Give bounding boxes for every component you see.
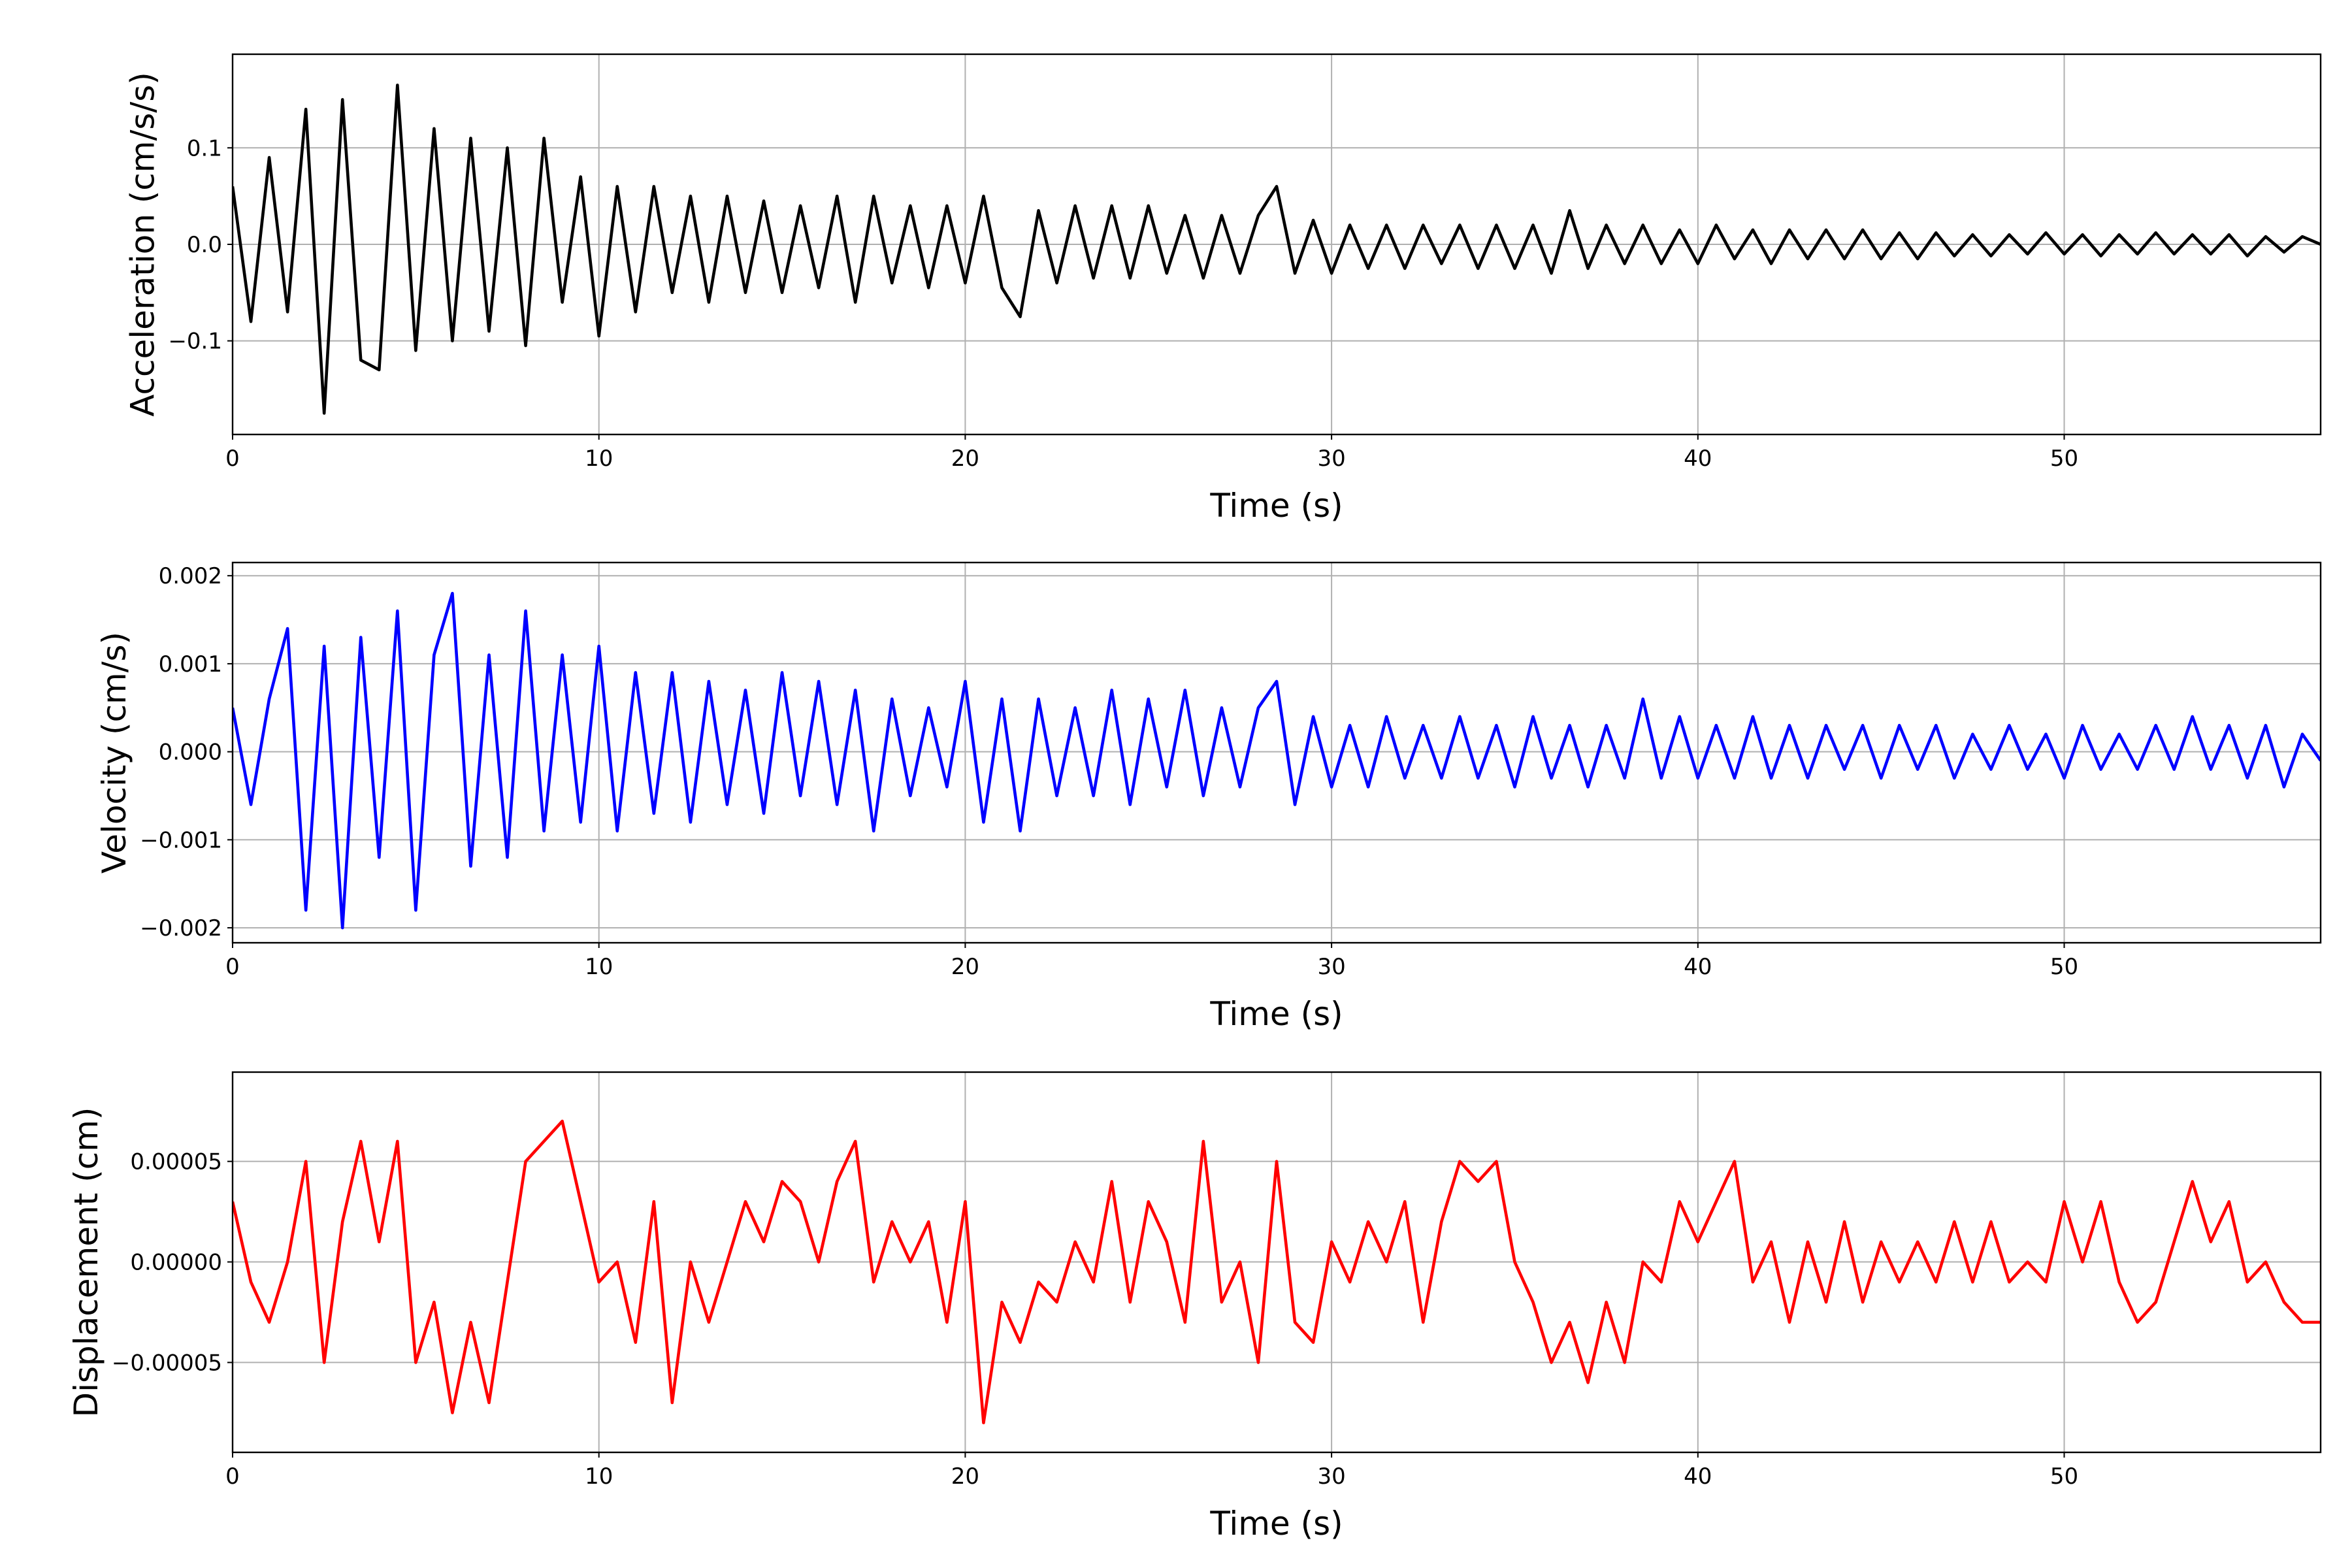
plot-area xyxy=(233,1119,2321,1425)
y-tick-label: 0.00005 xyxy=(130,1149,222,1175)
x-axis-label: Time (s) xyxy=(1209,995,1343,1033)
x-tick-label: 20 xyxy=(951,446,979,472)
x-tick-label: 40 xyxy=(1684,954,1712,980)
x-axis-label: Time (s) xyxy=(1209,487,1343,525)
x-tick-label: 10 xyxy=(585,1463,613,1490)
x-tick-label: 0 xyxy=(225,954,240,980)
y-tick-label: −0.1 xyxy=(168,329,222,355)
x-tick-label: 0 xyxy=(225,446,240,472)
axes-frame xyxy=(231,53,2322,436)
x-tick-label: 40 xyxy=(1684,1463,1712,1490)
plot-area xyxy=(233,83,2321,415)
y-tick-label: 0.1 xyxy=(187,135,222,161)
y-axis-label: Acceleration (cm/s/s) xyxy=(123,72,161,417)
x-tick-label: 10 xyxy=(585,446,613,472)
plot-area xyxy=(233,591,2321,930)
x-tick-label: 20 xyxy=(951,954,979,980)
x-tick-label: 50 xyxy=(2050,1463,2078,1490)
x-tick-label: 10 xyxy=(585,954,613,980)
data-line xyxy=(233,1119,2321,1425)
subplot: 0 10 20 30 40 50 −0.1 0.0 0.1 Time (s) Acceleratio… xyxy=(123,53,2322,525)
y-tick-label: 0.002 xyxy=(159,563,222,589)
axes-frame xyxy=(231,561,2322,944)
y-tick-label: −0.002 xyxy=(140,915,222,941)
y-tick-label: 0.000 xyxy=(159,740,222,766)
x-tick-label: 30 xyxy=(1317,954,1345,980)
y-tick-label: 0.00000 xyxy=(130,1250,222,1276)
x-tick-label: 30 xyxy=(1317,446,1345,472)
x-tick-label: 50 xyxy=(2050,954,2078,980)
x-axis-label: Time (s) xyxy=(1209,1505,1343,1543)
x-tick-label: 40 xyxy=(1684,446,1712,472)
y-tick-label: −0.00005 xyxy=(112,1350,222,1376)
subplot: 0 10 20 30 40 50 −0.00005 0.00000 0.00005 Time (s… xyxy=(67,1071,2322,1543)
x-tick-label: 30 xyxy=(1317,1463,1345,1490)
y-axis-label: Displacement (cm) xyxy=(67,1107,105,1418)
y-tick-label: 0.001 xyxy=(159,651,222,678)
data-line xyxy=(233,591,2321,930)
data-line xyxy=(233,83,2321,415)
x-tick-label: 50 xyxy=(2050,446,2078,472)
y-tick-label: −0.001 xyxy=(140,827,222,853)
axes-frame xyxy=(231,1071,2322,1454)
y-axis-label: Velocity (cm/s) xyxy=(95,632,133,874)
x-tick-label: 0 xyxy=(225,1463,240,1490)
x-tick-label: 20 xyxy=(951,1463,979,1490)
subplot: 0 10 20 30 40 50 −0.002 −0.001 0.000 0.001 0.002 Ti… xyxy=(95,561,2322,1033)
y-tick-label: 0.0 xyxy=(187,232,222,258)
